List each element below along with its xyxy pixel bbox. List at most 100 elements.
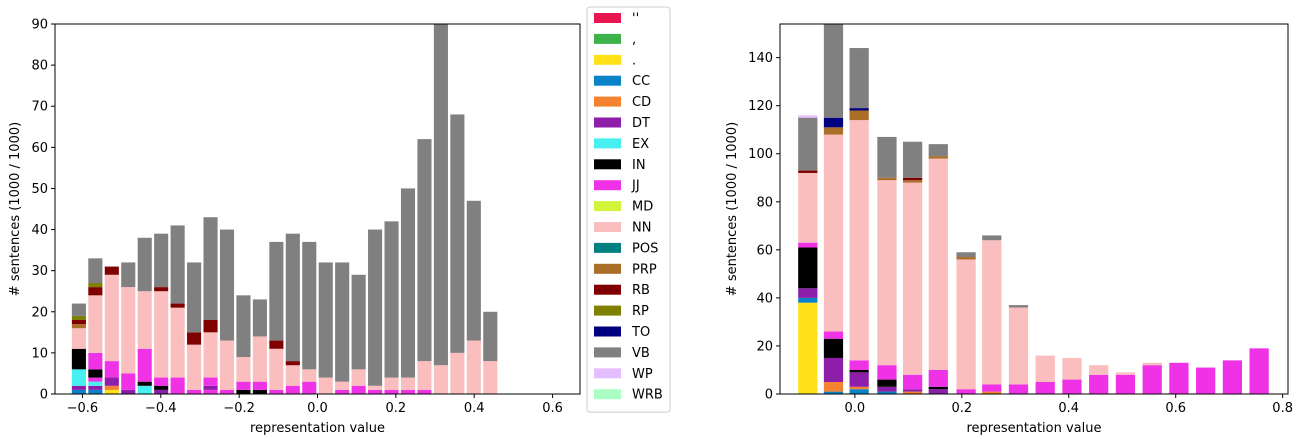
y-tick-label: 20: [756, 339, 773, 354]
bar-10-segment-jj: [236, 381, 251, 390]
bar-1-segment-dt: [823, 357, 844, 382]
bar-12-segment-jj: [1115, 374, 1136, 394]
y-tick-label: 40: [31, 223, 48, 238]
bar-16-segment-jj: [335, 389, 350, 394]
bar-11-segment-vb: [252, 299, 267, 337]
y-tick-label: 70: [31, 100, 48, 115]
bar-11-segment-in: [252, 389, 267, 394]
bar-5-segment-dt: [928, 389, 948, 394]
bar-23-segment-vb: [450, 114, 465, 353]
y-axis-label: # sentences (1000 / 1000): [8, 122, 23, 296]
bar-12-segment-nn: [1115, 372, 1136, 375]
bar-0-segment-in: [798, 247, 818, 289]
bar-7-segment-nn: [187, 344, 202, 390]
bar-23-segment-nn: [450, 352, 465, 394]
legend-swatch-cc: [594, 75, 621, 86]
bar-25-segment-vb: [483, 311, 498, 362]
x-tick-label: −0.4: [145, 401, 177, 416]
legend-swatch-nn: [594, 222, 621, 232]
bar-19-segment-jj: [384, 389, 399, 394]
bar-1-segment-dt: [88, 385, 103, 390]
bar-8-segment-rb: [203, 320, 218, 333]
legend-label-vb: VB: [632, 346, 650, 361]
legend-label-punct: ,: [632, 32, 636, 47]
legend-label-punct: '': [632, 12, 639, 27]
bar-1-segment-jj: [88, 352, 103, 370]
bar-17-segment-jj: [351, 385, 366, 394]
bar-24-segment-nn: [466, 340, 481, 394]
bar-22-segment-nn: [433, 365, 448, 394]
legend-swatch-pos: [594, 242, 621, 253]
bar-4-segment-jj: [902, 374, 923, 390]
bar-13-segment-nn: [285, 365, 300, 386]
bar-0-segment-dt: [71, 385, 86, 390]
bar-10-segment-nn: [236, 357, 251, 382]
legend-label-prp: PRP: [632, 262, 657, 277]
bar-4-segment-in: [137, 381, 152, 386]
bar-1-segment-to: [823, 117, 844, 128]
bar-4-segment-ex: [137, 385, 152, 394]
bar-16-segment-nn: [335, 381, 350, 390]
bar-4-segment-rb: [902, 177, 923, 181]
bar-2-segment-to: [849, 108, 869, 111]
bar-2-segment-jj: [849, 360, 869, 370]
bar-6-segment-rb: [170, 303, 185, 308]
bar-11-segment-jj: [252, 381, 267, 390]
y-tick-label: 100: [748, 147, 773, 162]
bar-13-segment-nn: [1142, 362, 1162, 366]
bar-4-segment-prp: [902, 180, 923, 183]
bar-0-segment-vb: [798, 117, 818, 171]
bar-0-segment-rb: [798, 170, 818, 173]
bar-1-segment-nn: [88, 295, 103, 353]
left-chart: −0.6 −0.4 −0.2 0.0 0.2 0.4 0.6 0 10 20 30 40 50 60 70 8…: [8, 18, 581, 436]
bar-0-segment-cc: [798, 297, 818, 303]
bar-13-segment-rb: [285, 361, 300, 366]
x-tick-label: 0.2: [386, 401, 407, 416]
bar-13-segment-vb: [285, 233, 300, 362]
bar-17-segment-jj: [1249, 348, 1269, 394]
y-tick-label: 140: [748, 51, 773, 66]
bar-4-segment-vb: [902, 141, 923, 178]
bar-6-segment-vb: [956, 252, 976, 258]
bar-0-segment-nn: [71, 328, 86, 349]
bar-2-segment-cd: [849, 386, 869, 390]
legend-label-wrb: WRB: [632, 388, 663, 403]
bar-9-segment-nn: [219, 340, 235, 390]
x-tick-label: 0.4: [464, 401, 485, 416]
bar-19-segment-nn: [384, 377, 399, 390]
bar-14-segment-vb: [302, 241, 317, 370]
bar-0-segment-rp: [71, 315, 86, 320]
bar-19-segment-vb: [384, 221, 399, 378]
bar-5-segment-nn: [928, 158, 948, 370]
bar-0-segment-wp: [798, 115, 818, 118]
bar-20-segment-jj: [400, 389, 416, 394]
bar-1-segment-in: [823, 338, 844, 358]
x-tick-label: 0.4: [1058, 401, 1079, 416]
legend-label-ex: EX: [632, 137, 649, 152]
bar-18-segment-nn: [368, 385, 383, 390]
bar-14-segment-nn: [302, 369, 317, 382]
bar-5-segment-rb: [154, 287, 169, 292]
y-tick-label: 30: [31, 264, 48, 279]
bar-8-segment-dt: [203, 385, 218, 390]
legend-swatch-ex: [594, 138, 621, 149]
bar-3-segment-nn: [877, 180, 897, 366]
bar-21-segment-nn: [417, 361, 432, 390]
bar-7-segment-vb: [187, 262, 202, 333]
bar-22-segment-vb: [433, 24, 448, 366]
bar-2-segment-nn: [104, 274, 119, 362]
bar-20-segment-vb: [400, 188, 416, 378]
legend-label-pos: POS: [632, 241, 658, 256]
bar-3-segment-vb: [121, 262, 136, 288]
bar-17-segment-nn: [351, 369, 366, 386]
bar-13-segment-jj: [1142, 365, 1162, 394]
legend-swatch-in: [594, 159, 621, 170]
y-axis-label: # sentences (1000 / 1000): [725, 122, 740, 296]
y-tick-label: 80: [756, 195, 773, 210]
legend-swatch-vb: [594, 347, 621, 358]
bar-4-segment-nn: [902, 182, 923, 375]
bar-2-segment-dt: [849, 372, 869, 387]
bar-5-segment-vb: [928, 144, 948, 157]
bar-3-segment-jj: [877, 365, 897, 380]
